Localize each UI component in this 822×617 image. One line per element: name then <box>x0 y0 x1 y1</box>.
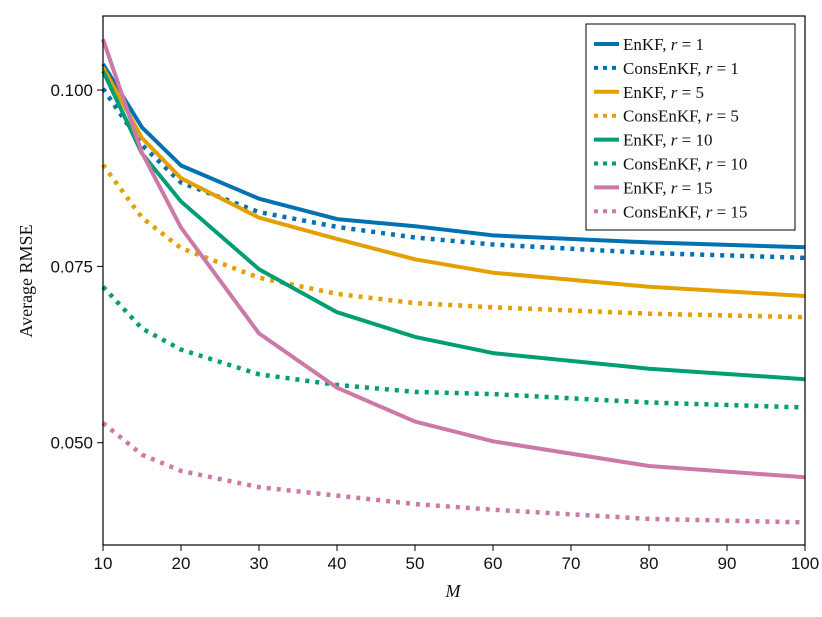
x-tick-label: 50 <box>406 554 425 573</box>
x-tick-label: 70 <box>562 554 581 573</box>
x-tick-label: 90 <box>718 554 737 573</box>
legend-entry-label: ConsEnKF, r = 5 <box>623 107 739 126</box>
x-tick-label: 30 <box>250 554 269 573</box>
ticks-layer: 10 20 30 40 50 60 70 80 90 100 0.050 0.075 0.100 <box>50 81 819 573</box>
series-line-consenkf-r5 <box>101 163 806 320</box>
x-tick-label: 100 <box>791 554 819 573</box>
series-line-enkf-r5 <box>101 66 806 298</box>
legend-entry-label: ConsEnKF, r = 10 <box>623 155 747 174</box>
plot-frame <box>102 15 806 546</box>
series-line-enkf-r10 <box>101 70 806 382</box>
x-tick-label: 40 <box>328 554 347 573</box>
legend-entry-label: EnKF, r = 1 <box>623 35 704 54</box>
legend-entry-label: ConsEnKF, r = 1 <box>623 59 739 78</box>
legend-entry-label: ConsEnKF, r = 15 <box>623 202 747 221</box>
y-tick-label: 0.075 <box>50 257 93 276</box>
series-layer <box>101 38 806 525</box>
series-line-enkf-r15 <box>101 38 806 480</box>
series-line-consenkf-r10 <box>101 285 806 410</box>
x-axis-title: M <box>445 581 462 601</box>
legend-box <box>585 23 796 231</box>
series-line-enkf-r1 <box>101 62 806 250</box>
x-tick-label: 80 <box>640 554 659 573</box>
y-axis-title: Average RMSE <box>16 224 36 337</box>
y-tick-label: 0.050 <box>50 434 93 453</box>
legend-entry-label: EnKF, r = 15 <box>623 178 712 197</box>
x-tick-label: 20 <box>172 554 191 573</box>
x-tick-label: 10 <box>94 554 113 573</box>
y-tick-label: 0.100 <box>50 81 93 100</box>
series-line-consenkf-r15 <box>101 421 806 525</box>
legend-entry-label: EnKF, r = 5 <box>623 83 704 102</box>
legend-entry-label: EnKF, r = 10 <box>623 131 712 150</box>
x-tick-label: 60 <box>484 554 503 573</box>
legend: EnKF, r = 1 ConsEnKF, r = 1 EnKF, r = 5 Con… <box>585 23 796 231</box>
